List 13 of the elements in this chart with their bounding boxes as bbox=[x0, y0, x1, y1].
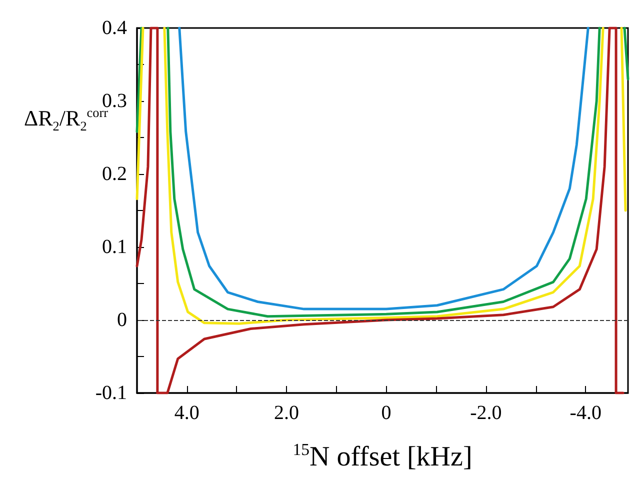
x-tick-label: 2.0 bbox=[274, 402, 300, 424]
y-tick-label: -0.1 bbox=[95, 382, 127, 404]
y-tick-label: 0.1 bbox=[102, 236, 127, 258]
x-axis-title: $^{15}$N offset [kHz] bbox=[292, 440, 474, 474]
y-tick-label: 0.3 bbox=[102, 90, 127, 112]
x-tick-label: -2.0 bbox=[470, 402, 502, 424]
x-tick-label: 4.0 bbox=[174, 402, 200, 424]
y-tick-label: 0 bbox=[117, 309, 127, 331]
x-tick-label: -4.0 bbox=[570, 402, 602, 424]
y-tick-label: 0.2 bbox=[102, 163, 127, 185]
y-tick-label: 0.4 bbox=[102, 17, 127, 39]
x-tick-label: 0 bbox=[381, 402, 392, 424]
line-series bbox=[178, 26, 590, 310]
